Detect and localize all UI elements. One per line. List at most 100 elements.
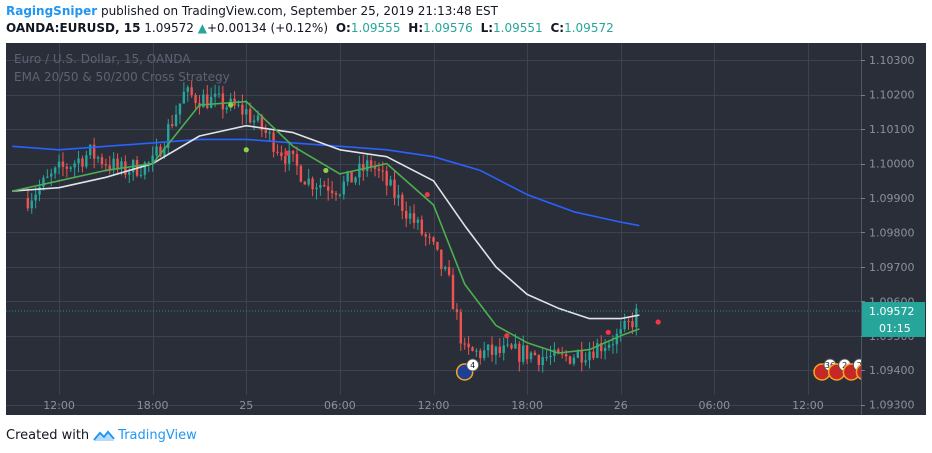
- candle-body: [444, 267, 447, 270]
- candle-body: [463, 343, 466, 345]
- price-tick-label: 1.10000: [869, 158, 915, 171]
- candle-body: [615, 333, 619, 345]
- signal-marker: [228, 102, 234, 108]
- candle-body: [128, 172, 131, 175]
- signals: [228, 102, 661, 339]
- candle-body: [221, 93, 225, 110]
- candle-body: [365, 160, 369, 171]
- candle-body: [354, 177, 357, 183]
- candle-body: [159, 146, 162, 157]
- signal-marker: [243, 147, 249, 153]
- candle-body: [346, 171, 349, 182]
- candle-body: [401, 194, 404, 211]
- countdown-badge: [862, 319, 925, 337]
- time-tick-label: 12:00: [792, 399, 824, 412]
- candle-body: [206, 94, 209, 108]
- candle-body: [541, 357, 544, 365]
- candle-body: [584, 360, 587, 363]
- candle-body: [479, 350, 482, 359]
- signal-marker: [284, 150, 290, 156]
- candle-body: [467, 343, 470, 348]
- candle-body: [334, 193, 338, 195]
- event-count: 4: [470, 361, 475, 370]
- candle-body: [190, 87, 193, 96]
- event-count: 36: [825, 361, 835, 370]
- candle-body: [529, 352, 533, 360]
- time-tick-label: 18:00: [137, 399, 169, 412]
- candle-body: [362, 163, 365, 171]
- signal-marker: [424, 191, 430, 198]
- candle-body: [42, 177, 45, 187]
- candle-body: [459, 312, 463, 344]
- candle-body: [428, 236, 431, 238]
- candle-body: [451, 274, 455, 310]
- candle-body: [237, 104, 240, 106]
- grid: 12:00 18:00 25 06:00 12:00 18:00 26 06:00 12:00: [6, 43, 861, 412]
- candle-body: [291, 150, 295, 155]
- candle-body: [139, 174, 143, 176]
- candle-body: [627, 320, 630, 322]
- open-label: O:: [335, 21, 351, 35]
- author-link[interactable]: RagingSniper: [6, 4, 98, 18]
- candle-body: [186, 87, 189, 92]
- last-price-label: 1.09572: [869, 305, 915, 318]
- signal-marker: [605, 329, 611, 335]
- open-value: 1.09555: [350, 21, 401, 35]
- low-label: L:: [480, 21, 494, 35]
- chart-background: [6, 43, 926, 415]
- symbol-label[interactable]: OANDA:EURUSD, 15: [6, 21, 141, 35]
- close-label: C:: [550, 21, 565, 35]
- price-axis[interactable]: 1.10300 1.10200 1.10100 1.10000 1.09900 1.098…: [861, 43, 926, 415]
- candle-body: [96, 157, 100, 159]
- candle-body: [572, 357, 576, 364]
- candle-body: [287, 150, 291, 164]
- candle-body: [182, 91, 186, 104]
- moving-averages: [6, 100, 861, 354]
- candle-body: [77, 158, 80, 164]
- candle-body: [494, 346, 498, 355]
- candle-body: [38, 186, 41, 195]
- candle-body: [510, 344, 513, 349]
- candle-body: [30, 200, 33, 209]
- price-tick-label: 1.09300: [869, 399, 915, 412]
- candle-body: [338, 194, 342, 196]
- close-value: 1.09572: [564, 21, 614, 35]
- candle-body: [92, 144, 96, 159]
- tradingview-brand[interactable]: TradingView: [118, 428, 197, 443]
- candle-body: [81, 158, 84, 167]
- candle-body: [248, 109, 252, 123]
- candle-body: [311, 178, 314, 190]
- candle-body: [432, 237, 435, 242]
- candle-body: [603, 347, 607, 352]
- candle-body: [307, 178, 310, 185]
- candle-body: [120, 161, 123, 168]
- ohlc-legend: OANDA:EURUSD, 15 1.09572 ▲+0.00134 (+0.1…: [6, 21, 614, 35]
- footer: Created with TradingView: [6, 428, 197, 443]
- candle-body: [174, 114, 178, 126]
- candle-body: [486, 344, 490, 351]
- candle-body: [514, 343, 517, 349]
- candle-body: [580, 350, 583, 363]
- candle-body: [330, 190, 334, 194]
- tradingview-logo-icon: [93, 429, 115, 441]
- candle-body: [506, 344, 509, 346]
- change-arrow-icon: ▲: [197, 21, 207, 35]
- candle-body: [623, 320, 626, 330]
- chart-panel[interactable]: 12:00 18:00 25 06:00 12:00 18:00 26 06:00 12:00 …: [6, 43, 926, 415]
- time-tick-label: 12:00: [43, 399, 75, 412]
- candle-body: [408, 213, 412, 219]
- candle-body: [385, 171, 388, 186]
- price-chart[interactable]: 12:00 18:00 25 06:00 12:00 18:00 26 06:00 12:00 …: [6, 43, 926, 415]
- time-tick-label: 25: [239, 399, 253, 412]
- candle-body: [315, 187, 318, 190]
- candle-body: [295, 154, 299, 166]
- candle-body: [268, 132, 271, 134]
- candle-body: [549, 355, 552, 358]
- change-value: +0.00134 (+0.12%): [206, 21, 328, 35]
- price-axis-background: [861, 43, 926, 415]
- candle-body: [440, 249, 443, 270]
- candle-body: [631, 321, 634, 328]
- candle-body: [397, 194, 400, 198]
- price-tick-label: 1.10300: [869, 54, 915, 67]
- time-tick-label: 18:00: [511, 399, 543, 412]
